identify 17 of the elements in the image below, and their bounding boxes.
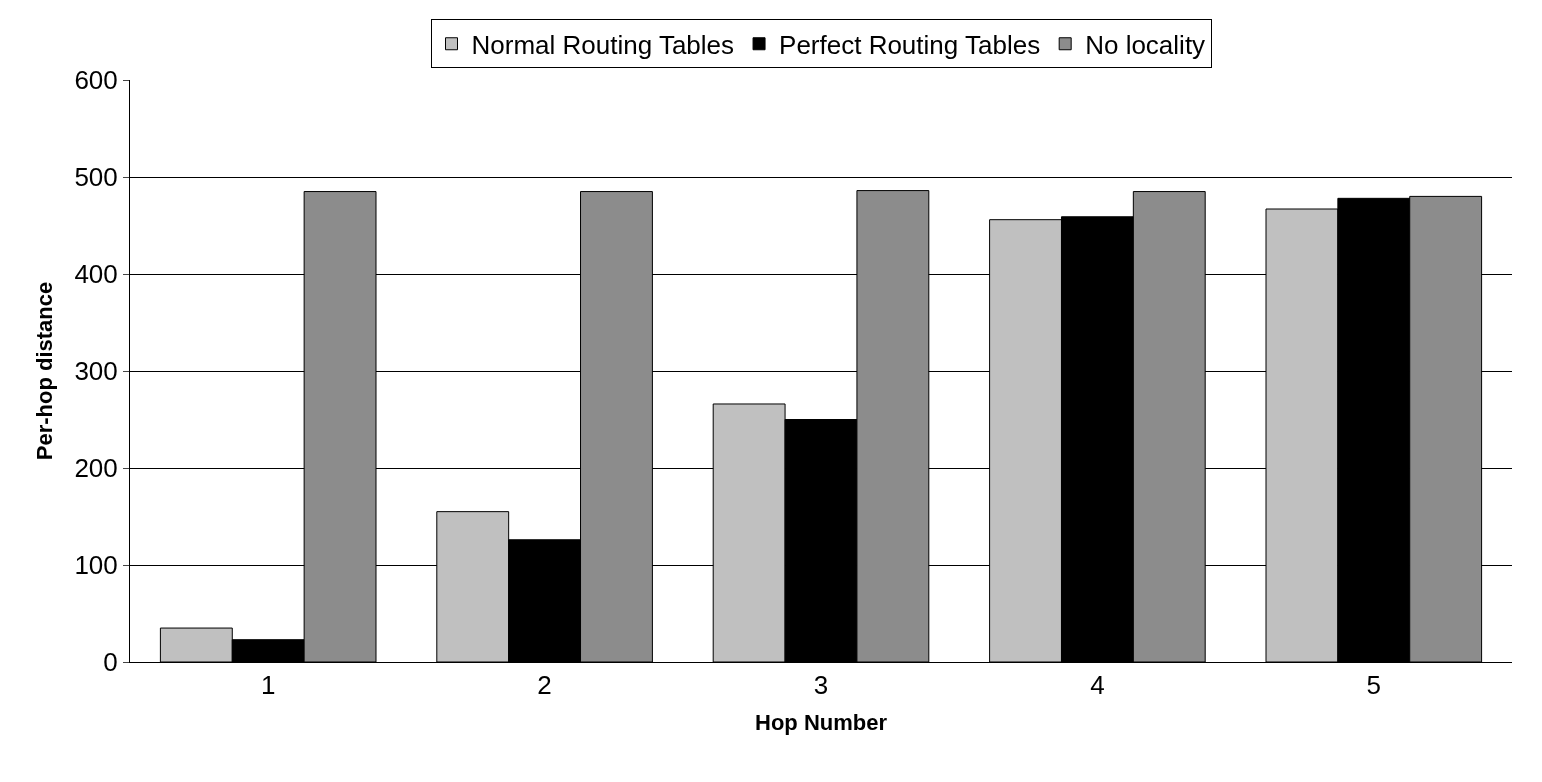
x-tick-label: 4 [1090, 670, 1105, 701]
y-tick-label: 200 [74, 453, 118, 484]
x-axis-title: Hop Number [755, 710, 888, 736]
y-tick-label: 300 [74, 356, 118, 387]
y-tick-label: 0 [103, 647, 118, 678]
legend-label: Perfect Routing Tables [779, 29, 1041, 60]
x-tick-label: 3 [813, 670, 829, 701]
legend-label: Normal Routing Tables [471, 29, 735, 60]
x-tick-label: 5 [1366, 670, 1382, 701]
y-axis-title: Per-hop distance [32, 281, 58, 461]
x-tick-label: 2 [537, 670, 552, 701]
y-tick-label: 400 [74, 259, 118, 290]
y-tick-label: 500 [74, 162, 118, 193]
legend-label: No locality [1085, 29, 1206, 60]
y-tick-label: 100 [74, 550, 118, 581]
y-tick-label: 600 [74, 65, 118, 96]
x-tick-label: 1 [260, 670, 276, 701]
